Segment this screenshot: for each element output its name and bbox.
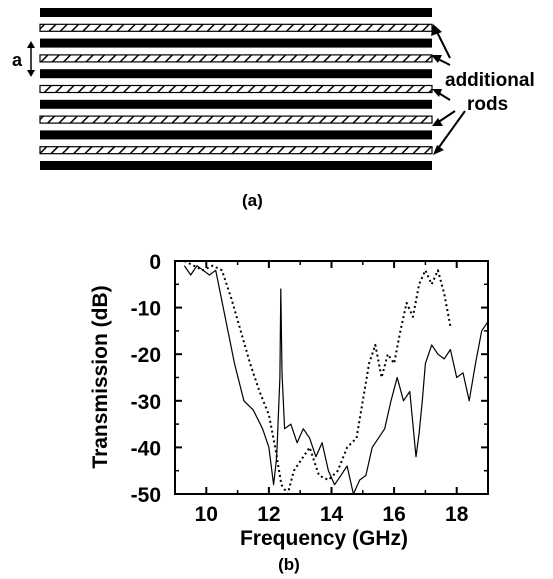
chart: 10 12 14 16 18 0 -10 -20 -30 -40 -50 Frequency (GH… <box>89 251 489 550</box>
caption-a: (a) <box>242 191 263 210</box>
x-tick-label: 10 <box>195 503 218 526</box>
y-tick-label: -50 <box>131 484 161 507</box>
solid-rod <box>40 161 432 170</box>
hatched-rod <box>39 54 433 63</box>
y-tick-label: -20 <box>131 344 161 367</box>
solid-rod <box>40 38 432 48</box>
solid-rod <box>40 130 432 140</box>
x-tick-label: 18 <box>445 503 469 526</box>
y-tick-label: -40 <box>131 437 161 460</box>
annotation-line-2: rods <box>467 94 508 115</box>
y-tick-label: -30 <box>131 391 161 414</box>
plot-frame <box>174 260 489 495</box>
y-axis-label: Transmission (dB) <box>89 285 112 468</box>
hatched-rod <box>39 146 433 155</box>
spacing-marker <box>27 41 35 77</box>
series-line-solid <box>183 265 489 495</box>
annotation-line-1: additional <box>445 70 535 91</box>
hatched-rod <box>39 23 433 32</box>
solid-rod <box>40 99 432 109</box>
solid-rod <box>40 69 432 79</box>
solid-rod <box>40 8 432 17</box>
x-tick-label: 14 <box>320 503 344 526</box>
series-line-dotted <box>183 260 452 495</box>
axis-ticks: 10 12 14 16 18 0 -10 -20 -30 -40 -50 <box>131 251 489 526</box>
rod-layers <box>39 8 433 170</box>
hatched-rod <box>39 84 433 94</box>
x-axis-label: Frequency (GHz) <box>240 527 408 550</box>
annotation-arrows <box>431 24 466 155</box>
x-tick-label: 16 <box>382 503 405 526</box>
caption-b: (b) <box>278 555 300 574</box>
hatched-rod <box>39 115 433 124</box>
y-tick-label: -10 <box>131 298 161 321</box>
x-tick-label: 12 <box>257 503 280 526</box>
y-tick-label: 0 <box>149 251 161 274</box>
spacing-label: a <box>12 50 23 70</box>
series-group <box>183 260 489 495</box>
